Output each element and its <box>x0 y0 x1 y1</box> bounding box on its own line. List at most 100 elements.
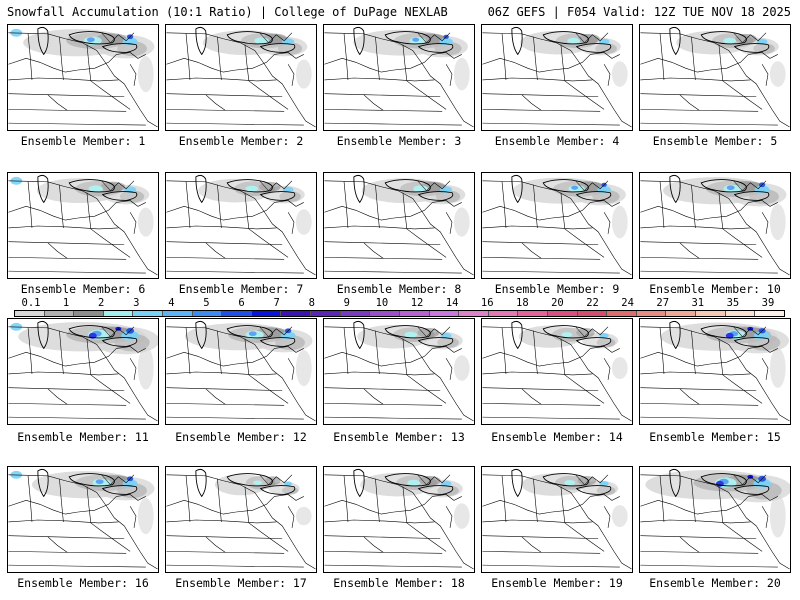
colorbar-segment <box>192 311 223 316</box>
colorbar-tick-label: 5 <box>203 297 210 309</box>
ensemble-member-label: Ensemble Member: 7 <box>178 282 304 296</box>
colorbar-segment <box>281 311 312 316</box>
state-boundaries <box>8 180 158 276</box>
colorbar-segment <box>163 311 193 316</box>
state-boundaries <box>324 32 474 128</box>
colorbar-tick-label: 12 <box>410 297 424 309</box>
colorbar-segment <box>15 311 45 316</box>
ensemble-member-map <box>165 172 317 279</box>
colorbar-tick-label: 10 <box>375 297 389 309</box>
chart-title: Snowfall Accumulation (10:1 Ratio) | Col… <box>7 5 448 19</box>
ensemble-member-map <box>323 318 475 425</box>
ensemble-member-label: Ensemble Member: 10 <box>649 282 781 296</box>
great-lakes <box>353 26 454 56</box>
colorbar-segment <box>636 311 667 316</box>
colorbar-segment <box>666 311 697 316</box>
colorbar-tick-label: 2 <box>98 297 105 309</box>
ensemble-member-map <box>7 24 159 131</box>
great-lakes <box>353 320 454 350</box>
ensemble-member-map <box>165 466 317 573</box>
colorbar-segment <box>370 311 400 316</box>
colorbar-segment <box>399 311 430 316</box>
ensemble-member-map <box>7 318 159 425</box>
great-lakes <box>37 468 138 498</box>
state-boundaries <box>166 32 316 128</box>
colorbar-segment <box>311 311 341 316</box>
ensemble-member-map <box>639 318 791 425</box>
colorbar-segment <box>74 311 104 316</box>
state-boundaries <box>640 180 790 276</box>
colorbar-segment <box>725 311 756 316</box>
run-valid-time: 06Z GEFS | F054 Valid: 12Z TUE NOV 18 20… <box>487 5 791 19</box>
ensemble-member-map <box>481 24 633 131</box>
colorbar-tick-label: 7 <box>273 297 280 309</box>
great-lakes <box>37 174 138 204</box>
great-lakes <box>195 174 296 204</box>
colorbar-tick-label: 1 <box>62 297 70 309</box>
snowfall-contours <box>520 30 628 87</box>
ensemble-member-map <box>323 466 475 573</box>
colorbar-segment <box>518 311 548 316</box>
state-boundaries <box>166 326 316 422</box>
state-boundaries <box>482 32 632 128</box>
state-boundaries <box>482 180 632 276</box>
ensemble-member-map <box>7 172 159 279</box>
state-boundaries <box>482 474 632 570</box>
ensemble-member-label: Ensemble Member: 15 <box>649 430 781 444</box>
colorbar-tick-label: 22 <box>586 297 599 309</box>
ensemble-member-map <box>639 24 791 131</box>
ensemble-member-label: Ensemble Member: 2 <box>178 134 304 148</box>
great-lakes <box>353 174 454 204</box>
colorbar-segment <box>607 311 637 316</box>
ensemble-member-label: Ensemble Member: 8 <box>336 282 462 296</box>
ensemble-member-label: Ensemble Member: 20 <box>649 576 781 590</box>
colorbar-tick-label: 0.1 <box>21 297 41 309</box>
colorbar-tick-label: 18 <box>516 297 529 309</box>
colorbar-segment <box>133 311 164 316</box>
colorbar-segment <box>755 311 784 316</box>
state-boundaries <box>324 326 474 422</box>
great-lakes <box>669 174 770 204</box>
ensemble-member-map <box>323 172 475 279</box>
snowfall-contours <box>357 324 470 381</box>
colorbar-segment <box>222 311 252 316</box>
ensemble-member-map <box>481 318 633 425</box>
colorbar-tick-label: 27 <box>656 297 670 309</box>
state-boundaries <box>324 474 474 570</box>
great-lakes <box>37 320 138 350</box>
colorbar-tick-label: 4 <box>168 297 175 309</box>
ensemble-member-label: Ensemble Member: 6 <box>20 282 146 296</box>
state-boundaries <box>166 180 316 276</box>
ensemble-member-label: Ensemble Member: 18 <box>333 576 465 590</box>
state-boundaries <box>640 326 790 422</box>
snowfall-contours <box>198 178 312 235</box>
ensemble-member-map <box>639 172 791 279</box>
ensemble-member-map <box>7 466 159 573</box>
great-lakes <box>511 174 612 204</box>
ensemble-member-label: Ensemble Member: 14 <box>491 430 623 444</box>
great-lakes <box>353 468 454 498</box>
state-boundaries <box>482 326 632 422</box>
colorbar-tick-label: 20 <box>551 297 564 309</box>
ensemble-member-map <box>639 466 791 573</box>
ensemble-member-label: Ensemble Member: 17 <box>175 576 307 590</box>
ensemble-member-label: Ensemble Member: 1 <box>20 134 146 148</box>
state-boundaries <box>640 474 790 570</box>
great-lakes <box>195 320 296 350</box>
ensemble-member-map <box>481 466 633 573</box>
colorbar-tick-label: 24 <box>621 297 634 309</box>
ensemble-member-label: Ensemble Member: 19 <box>491 576 623 590</box>
snowfall-contours <box>521 473 628 528</box>
great-lakes <box>669 26 770 56</box>
great-lakes <box>511 26 612 56</box>
ensemble-member-map <box>165 24 317 131</box>
great-lakes <box>195 26 296 56</box>
ensemble-member-label: Ensemble Member: 11 <box>17 430 149 444</box>
colorbar-segment <box>251 311 282 316</box>
colorbar-segment <box>488 311 519 316</box>
colorbar-tick-label: 8 <box>308 297 315 309</box>
colorbar-segment <box>577 311 608 316</box>
great-lakes <box>511 320 612 350</box>
state-boundaries <box>324 180 474 276</box>
ensemble-member-label: Ensemble Member: 16 <box>17 576 149 590</box>
